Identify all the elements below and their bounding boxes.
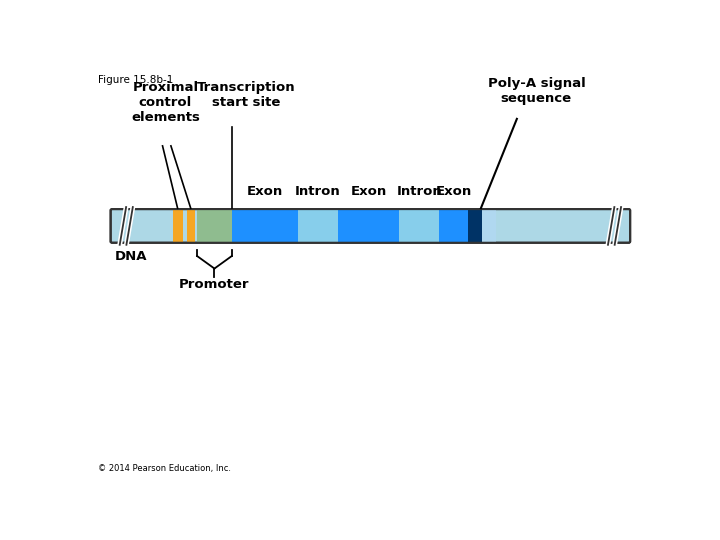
Text: Intron: Intron — [396, 185, 442, 198]
Text: Poly-A signal
sequence: Poly-A signal sequence — [487, 77, 585, 105]
Text: Exon: Exon — [351, 185, 387, 198]
Bar — [173, 211, 183, 241]
Bar — [439, 211, 468, 241]
Bar — [399, 211, 439, 241]
Text: Proximal
control
elements: Proximal control elements — [131, 82, 199, 124]
Bar — [482, 211, 496, 241]
Bar — [297, 211, 338, 241]
Bar — [468, 211, 482, 241]
Text: Exon: Exon — [246, 185, 283, 198]
Bar — [197, 211, 232, 241]
Text: Transcription
start site: Transcription start site — [197, 82, 295, 110]
Text: DNA: DNA — [115, 250, 148, 263]
Text: © 2014 Pearson Education, Inc.: © 2014 Pearson Education, Inc. — [99, 464, 231, 473]
Bar — [232, 211, 297, 241]
FancyBboxPatch shape — [111, 209, 630, 243]
Bar — [338, 211, 399, 241]
Text: Promoter: Promoter — [179, 278, 250, 291]
Text: Figure 15.8b-1: Figure 15.8b-1 — [99, 75, 174, 85]
Text: Exon: Exon — [436, 185, 472, 198]
Bar — [186, 211, 195, 241]
Text: Intron: Intron — [294, 185, 341, 198]
